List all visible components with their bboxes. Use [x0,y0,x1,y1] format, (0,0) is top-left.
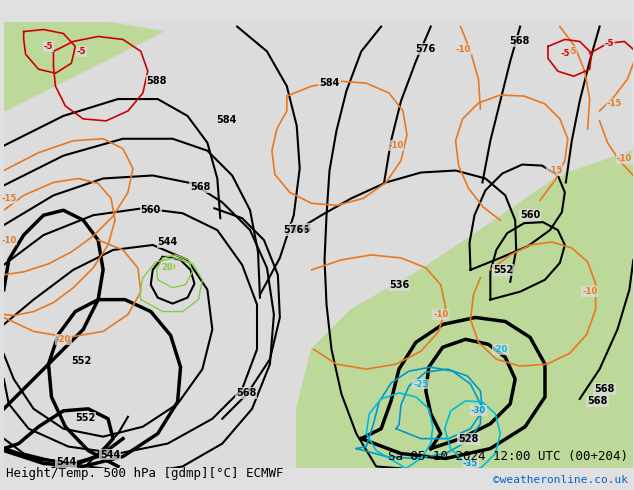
Text: -10: -10 [456,45,471,54]
Text: -20: -20 [56,335,71,344]
Text: 568: 568 [594,384,615,394]
Text: 568: 568 [236,388,256,398]
Text: 576: 576 [416,45,436,54]
Text: 552: 552 [493,265,514,275]
Text: -10: -10 [1,236,16,245]
Text: -15: -15 [1,194,16,203]
Text: 568: 568 [588,396,608,406]
Text: -10: -10 [433,310,448,319]
Text: -5: -5 [567,47,576,56]
Text: 20: 20 [162,263,174,272]
Text: Height/Temp. 500 hPa [gdmp][°C] ECMWF: Height/Temp. 500 hPa [gdmp][°C] ECMWF [6,467,284,480]
Text: -15: -15 [547,166,562,175]
Text: 576: 576 [290,225,310,235]
Text: 576: 576 [292,224,312,234]
Text: -5: -5 [44,42,53,51]
Text: -5: -5 [605,39,614,48]
Text: 544: 544 [100,449,120,460]
Text: 576: 576 [283,225,304,235]
Text: 536: 536 [389,280,409,290]
Text: -5: -5 [77,47,86,56]
Text: -5: -5 [560,49,569,58]
Text: 584: 584 [216,115,236,125]
Text: -25: -25 [413,380,429,389]
Text: 584: 584 [320,78,340,88]
Text: 588: 588 [146,76,167,86]
Text: 560: 560 [141,205,161,215]
Text: 544: 544 [56,458,77,467]
Text: 560: 560 [520,210,540,220]
Text: -10: -10 [389,141,404,150]
Text: -30: -30 [471,406,486,416]
Polygon shape [4,22,163,111]
Text: -20: -20 [493,345,508,354]
Text: -15: -15 [607,98,622,107]
Text: -10: -10 [582,287,597,296]
Text: 568: 568 [509,36,529,47]
Polygon shape [297,150,633,468]
Text: 552: 552 [75,413,95,423]
Text: Sa 05-10-2024 12:00 UTC (00+204): Sa 05-10-2024 12:00 UTC (00+204) [387,450,628,463]
Text: 552: 552 [71,356,91,366]
Text: 568: 568 [190,182,210,193]
Text: 20: 20 [165,263,176,272]
Text: 544: 544 [157,237,178,247]
Text: -10: -10 [617,154,632,163]
Text: ©weatheronline.co.uk: ©weatheronline.co.uk [493,475,628,485]
Text: 528: 528 [458,434,479,443]
Text: -35: -35 [463,459,478,468]
